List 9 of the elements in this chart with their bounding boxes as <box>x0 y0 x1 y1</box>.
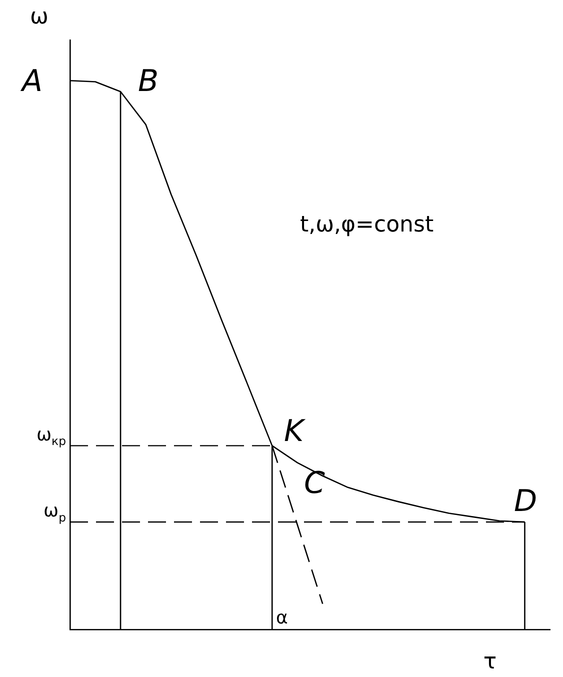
annotation: B <box>138 64 159 99</box>
annotation: α <box>276 608 288 629</box>
annotation: t,ω,φ=const <box>300 212 434 238</box>
text: A <box>20 64 43 99</box>
annotation: C <box>304 466 325 501</box>
annotation: D <box>514 484 538 519</box>
annotation: K <box>284 414 306 449</box>
x-axis-title: τ <box>483 650 497 675</box>
y-axis-title: ω <box>30 4 48 30</box>
